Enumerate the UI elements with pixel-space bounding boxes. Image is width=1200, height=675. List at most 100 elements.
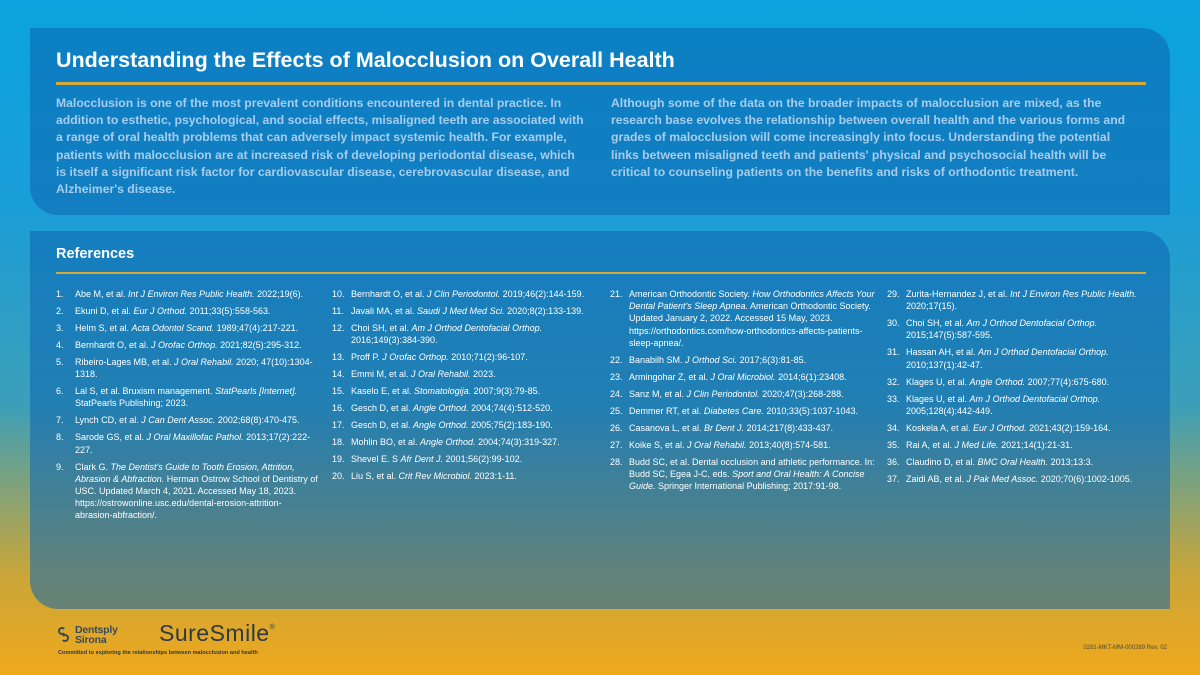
reference-journal: Am J Orthod Dentofacial Orthop. — [966, 318, 1098, 329]
reference-item: 2. Ekuni D, et al. Eur J Orthod. 2011;33(… — [56, 305, 318, 317]
reference-number: 30. — [887, 318, 900, 329]
references-column-1: 1. Abe M, et al. Int J Environ Res Public… — [56, 288, 318, 526]
reference-item: 3. Helm S, et al. Acta Odontol Scand. 198… — [56, 322, 318, 334]
reference-journal: Int J Environ Res Public Health. — [128, 289, 255, 299]
reference-item: 17. Gesch D, et al. Angle Orthod. 2005;75… — [332, 419, 594, 431]
references-column-4: 29. Zurita-Hernandez J, et al. Int J Envi… — [887, 288, 1149, 490]
reference-journal: J Oral Rehabil. — [411, 369, 471, 380]
reference-number: 15. — [332, 386, 345, 397]
reference-number: 14. — [332, 369, 345, 380]
reference-text: Mohlin BO, et al. Angle Orthod. 2004;74(… — [351, 436, 594, 448]
reference-number: 18. — [332, 437, 345, 448]
reference-number: 13. — [332, 352, 345, 363]
reference-citation: 2020; 47(10):1304-1318. — [75, 357, 313, 380]
reference-authors: Ekuni D, et al. — [75, 306, 134, 316]
reference-journal: The Dentist's Guide to Tooth Erosion, At… — [75, 461, 295, 484]
reference-item: 29. Zurita-Hernandez J, et al. Int J Envi… — [887, 288, 1149, 312]
reference-citation: 2002;68(8):470-475. — [215, 415, 300, 426]
reference-text: Ekuni D, et al. Eur J Orthod. 2011;33(5)… — [75, 305, 318, 317]
reference-journal: Int J Environ Res Public Health. — [1010, 289, 1137, 299]
reference-authors: Koike S, et al. — [629, 439, 688, 450]
reference-text: Demmer RT, et al. Diabetes Care. 2010;33… — [629, 405, 880, 417]
reference-authors: Kaselo E, et al. — [351, 386, 415, 397]
reference-authors: Gesch D, et al. — [351, 403, 414, 414]
references-column-3: 21. American Orthodontic Society. How Ort… — [610, 288, 880, 497]
reference-text: Koike S, et al. J Oral Rehabil. 2013;40(… — [629, 439, 880, 451]
reference-citation: Springer International Publishing; 2017:… — [655, 481, 842, 492]
reference-journal: J Orofac Orthop. — [151, 340, 218, 350]
reference-item: 32. Klages U, et al. Angle Orthod. 2007;7… — [887, 376, 1149, 388]
reference-number: 8. — [56, 432, 64, 443]
reference-text: Gesch D, et al. Angle Orthod. 2005;75(2)… — [351, 419, 594, 431]
reference-authors: Klages U, et al. — [906, 376, 970, 387]
reference-citation: 2021;43(2):159-164. — [1026, 422, 1111, 433]
reference-authors: Demmer RT, et al. — [629, 405, 704, 416]
reference-authors: Sarode GS, et al. — [75, 432, 147, 443]
reference-authors: Clark G. — [75, 461, 111, 472]
intro-panel: Understanding the Effects of Malocclusio… — [30, 28, 1170, 215]
reference-text: Klages U, et al. Am J Orthod Dentofacial… — [906, 393, 1149, 417]
reference-number: 22. — [610, 354, 623, 365]
reference-item: 23. Armingohar Z, et al. J Oral Microbiol… — [610, 371, 880, 383]
dentsply-text: Dentsply — [75, 624, 118, 636]
reference-journal: Angle Orthod. — [413, 420, 469, 431]
reference-text: Rai A, et al. J Med Life. 2021;14(1):21-… — [906, 439, 1149, 451]
reference-authors: Mohlin BO, et al. — [351, 437, 421, 448]
reference-number: 2. — [56, 306, 64, 316]
reference-authors: Klages U, et al. — [906, 393, 970, 404]
reference-journal: Acta Odontol Scand. — [131, 323, 215, 333]
reference-authors: Rai A, et al. — [906, 439, 955, 450]
reference-journal: How Orthodontics Affects Your Dental Pat… — [629, 289, 875, 312]
reference-text: Sarode GS, et al. J Oral Maxillofac Path… — [75, 431, 318, 455]
reference-authors: Gesch D, et al. — [351, 420, 414, 431]
reference-item: 6. Lal S, et al. Bruxism management. Stat… — [56, 385, 318, 409]
reference-item: 37. Zaidi AB, et al. J Pak Med Assoc. 202… — [887, 473, 1149, 485]
reference-item: 1. Abe M, et al. Int J Environ Res Public… — [56, 288, 318, 300]
reference-number: 24. — [610, 388, 623, 399]
reference-authors: Zurita-Hernandez J, et al. — [906, 289, 1011, 299]
reference-journal: J Can Dent Assoc. — [141, 415, 216, 426]
reference-item: 11. Javali MA, et al. Saudi J Med Med Sci… — [332, 305, 594, 317]
reference-journal: Br Dent J. — [704, 422, 745, 433]
registered-mark: ® — [269, 624, 276, 631]
reference-journal: Afr Dent J. — [400, 454, 444, 465]
footer-tagline: Committed to exploring the relationships… — [58, 650, 258, 656]
reference-citation: 2015;147(5):587-595. — [906, 330, 993, 341]
reference-citation: 2022;19(6). — [254, 289, 304, 299]
reference-citation: 2014;217(8):433-437. — [744, 422, 834, 433]
reference-journal: Saudi J Med Med Sci. — [417, 306, 505, 316]
reference-authors: Proff P. — [351, 352, 383, 363]
reference-text: Abe M, et al. Int J Environ Res Public H… — [75, 288, 318, 300]
reference-citation: 2010;71(2):96-107. — [448, 352, 528, 363]
reference-journal: Crit Rev Microbiol. — [398, 471, 473, 482]
reference-number: 7. — [56, 415, 64, 426]
reference-text: Claudino D, et al. BMC Oral Health. 2013… — [906, 456, 1149, 468]
reference-number: 37. — [887, 473, 900, 484]
reference-number: 34. — [887, 422, 900, 433]
reference-text: Bernhardt O, et al. J Clin Periodontol. … — [351, 288, 594, 300]
reference-text: Bernhardt O, et al. J Orofac Orthop. 202… — [75, 339, 318, 351]
reference-citation: Herman Ostrow School of Dentistry of USC… — [75, 473, 318, 521]
dentsply-sirona-logo: Dentsply Sirona — [58, 625, 118, 645]
reference-text: Kaselo E, et al. Stomatologija. 2007;9(3… — [351, 385, 594, 397]
reference-journal: J Oral Rehabil. — [687, 439, 747, 450]
reference-number: 19. — [332, 454, 345, 465]
reference-text: Shevel E. S Afr Dent J. 2001;56(2):99-10… — [351, 453, 594, 465]
reference-text: Lynch CD, et al. J Can Dent Assoc. 2002;… — [75, 414, 318, 426]
reference-citation: 2011;33(5):558-563. — [187, 306, 271, 316]
reference-citation: American Orthodontic Society. Updated Ja… — [629, 301, 871, 348]
reference-citation: 2020;47(3):268-288. — [759, 388, 844, 399]
reference-number: 36. — [887, 456, 900, 467]
reference-authors: Lynch CD, et al. — [75, 415, 142, 426]
reference-citation: 2004;74(3):319-327. — [475, 437, 560, 448]
document-number: 0281-MKT-MM-000289 Rev. 02 — [1083, 645, 1167, 651]
reference-number: 5. — [56, 357, 64, 367]
reference-text: Lal S, et al. Bruxism management. StatPe… — [75, 385, 318, 409]
reference-citation: 2005;75(2):183-190. — [468, 420, 553, 431]
reference-text: Choi SH, et al. Am J Orthod Dentofacial … — [906, 317, 1149, 341]
reference-number: 27. — [610, 439, 623, 450]
sirona-text: Sirona — [75, 634, 107, 646]
reference-authors: Helm S, et al. — [75, 323, 132, 333]
reference-authors: Claudino D, et al. — [906, 456, 978, 467]
reference-authors: Zaidi AB, et al. — [906, 473, 967, 484]
